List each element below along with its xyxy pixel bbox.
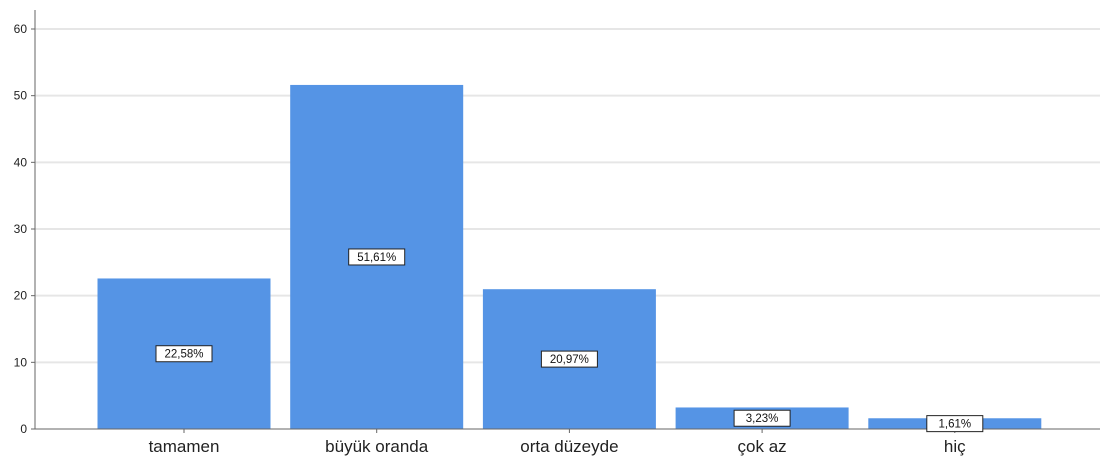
y-tick-label: 20 bbox=[14, 289, 28, 303]
x-tick-label: çok az bbox=[738, 437, 787, 456]
y-tick-label: 50 bbox=[14, 89, 28, 103]
data-label: 22,58% bbox=[164, 349, 203, 361]
y-tick-label: 40 bbox=[14, 155, 28, 169]
data-label-box bbox=[155, 345, 213, 363]
data-label: 51,61% bbox=[357, 252, 396, 264]
x-tick-label: orta düzeyde bbox=[520, 437, 618, 456]
data-label-box bbox=[926, 415, 984, 433]
data-label: 3,23% bbox=[746, 413, 779, 425]
labels: 0 10 20 30 40 50 60 tamamen 22,58% büyük oranda 51… bbox=[14, 22, 984, 456]
y-tick-label: 60 bbox=[14, 22, 28, 36]
y-tick-label: 10 bbox=[14, 355, 28, 369]
axes bbox=[31, 10, 1100, 433]
x-tick-label: tamamen bbox=[149, 437, 220, 456]
data-label-box bbox=[733, 409, 791, 427]
y-tick-label: 30 bbox=[14, 222, 28, 236]
data-label-box bbox=[540, 350, 598, 368]
y-tick-label: 0 bbox=[20, 422, 27, 436]
bars bbox=[97, 84, 1042, 429]
data-label-box bbox=[348, 248, 406, 266]
data-label: 20,97% bbox=[550, 354, 589, 366]
x-tick-label: hiç bbox=[944, 437, 966, 456]
x-tick-label: büyük oranda bbox=[325, 437, 429, 456]
data-label: 1,61% bbox=[938, 419, 971, 431]
